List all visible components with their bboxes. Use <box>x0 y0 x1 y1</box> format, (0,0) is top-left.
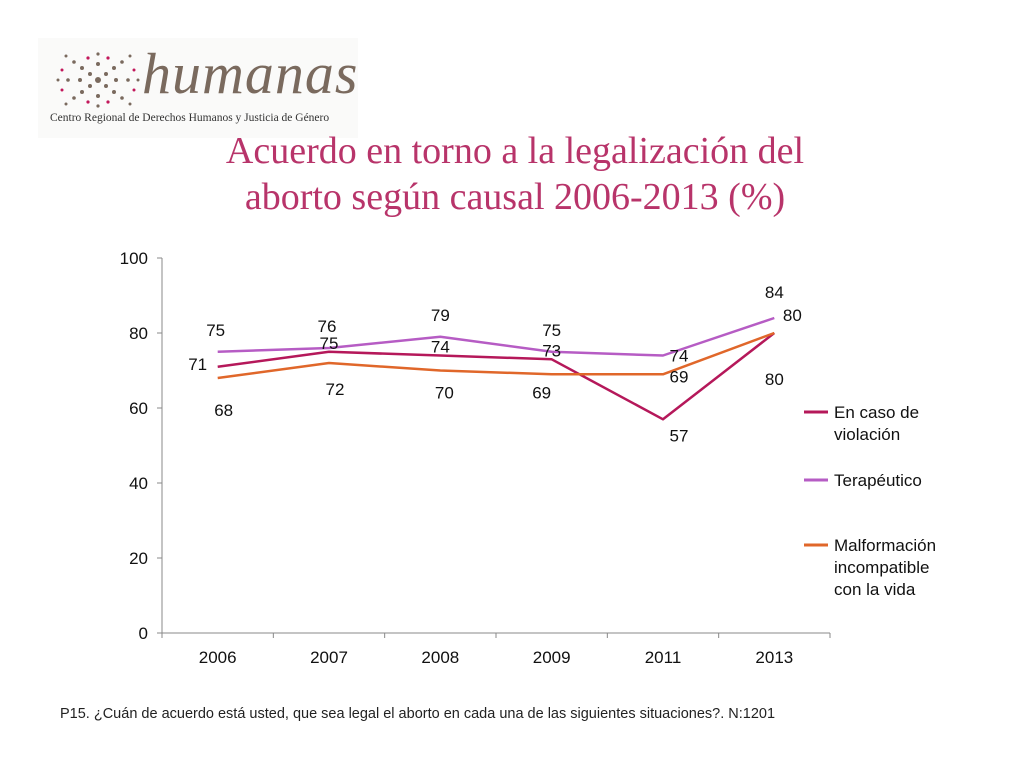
y-tick-label: 100 <box>120 249 148 268</box>
data-label-malformacion: 69 <box>670 367 689 386</box>
data-label-violacion: 71 <box>188 355 207 374</box>
series-line-malformacion <box>217 331 775 380</box>
x-tick-label: 2013 <box>755 648 793 667</box>
x-tick-label: 2008 <box>421 648 459 667</box>
data-label-malformacion: 72 <box>326 380 345 399</box>
logo-wordmark: humanas <box>142 41 359 106</box>
series-line-terapeutico <box>217 316 775 357</box>
data-label-violacion: 57 <box>670 426 689 445</box>
logo-mark-icon <box>56 52 140 108</box>
legend-label-violacion: violación <box>834 425 900 444</box>
series-line-violacion <box>217 332 776 421</box>
legend-label-malformacion: incompatible <box>834 558 929 577</box>
logo-subtitle: Centro Regional de Derechos Humanos y Ju… <box>50 112 330 124</box>
data-label-malformacion: 68 <box>214 401 233 420</box>
data-label-terapeutico: 76 <box>318 317 337 336</box>
title-line-2: aborto según causal 2006-2013 (%) <box>244 176 786 218</box>
data-label-terapeutico: 75 <box>206 321 225 340</box>
chart-axes: 0 20 40 60 80 100 2006 2007 2008 2009 2011 2013 <box>120 249 831 667</box>
data-label-terapeutico: 75 <box>542 321 561 340</box>
data-label-violacion: 73 <box>542 341 561 360</box>
legend-label-malformacion: Malformación <box>834 536 936 555</box>
legend-label-malformacion: con la vida <box>834 580 916 599</box>
x-tick-label: 2009 <box>533 648 571 667</box>
data-label-malformacion: 70 <box>435 384 454 403</box>
page-title: Acuerdo en torno a la legalización del a… <box>120 128 910 220</box>
y-tick-label: 20 <box>129 549 148 568</box>
y-tick-label: 60 <box>129 399 148 418</box>
data-label-malformacion: 69 <box>532 383 551 402</box>
y-tick-label: 80 <box>129 324 148 343</box>
question-footnote: P15. ¿Cuán de acuerdo está usted, que se… <box>60 706 776 722</box>
data-label-malformacion: 80 <box>783 306 802 325</box>
legend-label-terapeutico: Terapéutico <box>834 471 922 490</box>
x-tick-label: 2006 <box>199 648 237 667</box>
chart-legend: En caso de violación Terapéutico Malformaci… <box>804 403 936 599</box>
data-label-terapeutico: 74 <box>670 347 689 366</box>
legend-label-violacion: En caso de <box>834 403 919 422</box>
y-tick-label: 0 <box>139 624 148 643</box>
title-line-1: Acuerdo en torno a la legalización del <box>225 130 805 172</box>
data-label-terapeutico: 84 <box>765 283 784 302</box>
x-tick-label: 2011 <box>645 648 682 667</box>
logo: humanas Centro Regional de Derechos Huma… <box>38 38 358 138</box>
x-tick-label: 2007 <box>310 648 348 667</box>
y-tick-label: 40 <box>129 474 148 493</box>
data-label-violacion: 75 <box>320 334 339 353</box>
data-label-violacion: 80 <box>765 370 784 389</box>
data-label-terapeutico: 79 <box>431 306 450 325</box>
data-label-violacion: 74 <box>431 338 450 357</box>
chart-lines <box>217 316 776 421</box>
